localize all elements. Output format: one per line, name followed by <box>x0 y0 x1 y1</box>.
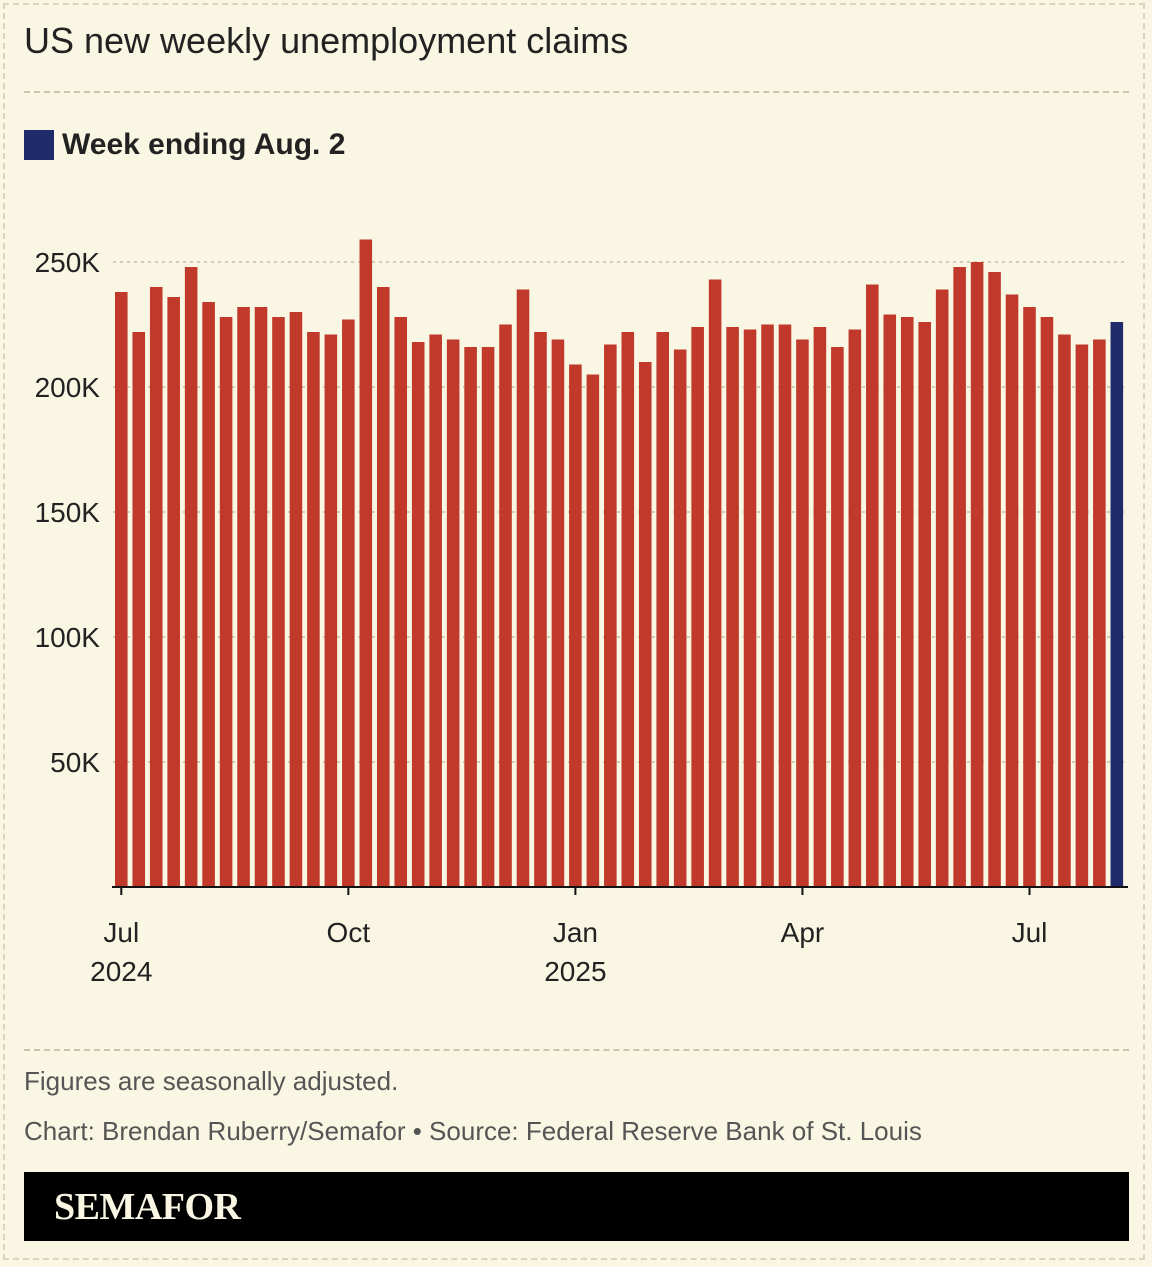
x-tick-label: Oct <box>327 917 371 948</box>
bar <box>1040 317 1054 887</box>
chart-frame <box>3 3 1145 1260</box>
bar <box>1058 334 1071 887</box>
bar <box>254 307 268 887</box>
bar <box>1005 294 1019 887</box>
bar <box>237 307 250 887</box>
bar <box>726 327 739 887</box>
y-tick-label: 250K <box>35 247 101 278</box>
bar <box>184 267 198 887</box>
bar <box>988 272 1001 887</box>
bar <box>918 322 931 887</box>
bar <box>586 374 600 887</box>
bar <box>324 334 338 887</box>
bar <box>1023 307 1036 887</box>
bar <box>394 317 408 887</box>
bar <box>289 312 303 887</box>
bar <box>638 362 652 887</box>
bar <box>569 364 582 887</box>
bar <box>866 284 879 887</box>
bar <box>778 324 792 887</box>
legend-swatch <box>24 130 54 160</box>
bar <box>935 289 949 887</box>
bar <box>219 317 233 887</box>
bar <box>656 332 670 887</box>
x-tick-label: Jul <box>1012 917 1048 948</box>
bar <box>411 342 425 887</box>
bar <box>761 324 774 887</box>
bar <box>307 332 320 887</box>
legend-label: Week ending Aug. 2 <box>62 128 346 161</box>
y-tick-label: 150K <box>35 497 101 528</box>
title-divider <box>24 91 1129 93</box>
bar <box>953 267 966 887</box>
y-tick-label: 100K <box>35 622 101 653</box>
bar <box>621 332 635 887</box>
bar <box>1075 344 1089 887</box>
x-tick-label: Apr <box>781 917 825 948</box>
bar <box>115 292 128 887</box>
x-tick-year-label: 2025 <box>544 956 606 987</box>
bar <box>272 317 285 887</box>
bar-chart: 50K 100K 150K 200K 250K Jul 2024 Oct Jan 2025 Apr J… <box>35 239 1128 987</box>
bar <box>883 314 897 887</box>
bar <box>446 339 460 887</box>
legend: Week ending Aug. 2 <box>24 128 345 162</box>
bar <box>202 302 215 887</box>
bar <box>359 239 373 887</box>
bar <box>900 317 914 887</box>
x-tick-year-label: 2024 <box>90 956 152 987</box>
bar <box>813 327 827 887</box>
bar <box>429 334 442 887</box>
bar <box>743 329 757 887</box>
bar <box>1093 339 1106 887</box>
bar <box>376 287 390 887</box>
bar <box>848 329 862 887</box>
bar <box>1110 322 1124 887</box>
bar <box>708 279 722 887</box>
brand-bar: SEMAFOR <box>24 1172 1129 1241</box>
y-tick-label: 50K <box>50 747 100 778</box>
bar <box>132 332 146 887</box>
footer-divider <box>24 1049 1129 1051</box>
bar <box>691 327 704 887</box>
bar <box>342 319 355 887</box>
bar <box>516 289 530 887</box>
x-tick-label: Jan <box>553 917 598 948</box>
brand-logo: SEMAFOR <box>54 1186 241 1228</box>
bar <box>499 324 512 887</box>
bar <box>831 347 844 887</box>
bar <box>673 349 687 887</box>
footnote-adjusted: Figures are seasonally adjusted. <box>24 1066 399 1096</box>
bar <box>970 262 984 887</box>
y-tick-label: 200K <box>35 372 101 403</box>
bar <box>167 297 180 887</box>
x-tick-label: Jul <box>103 917 139 948</box>
bar <box>534 332 547 887</box>
chart-title: US new weekly unemployment claims <box>24 20 629 61</box>
footnote-credit: Chart: Brendan Ruberry/Semafor • Source:… <box>24 1116 922 1146</box>
bar <box>551 339 565 887</box>
bar <box>604 344 617 887</box>
bar <box>481 347 495 887</box>
bar <box>149 287 163 887</box>
bar <box>796 339 809 887</box>
bar <box>464 347 477 887</box>
